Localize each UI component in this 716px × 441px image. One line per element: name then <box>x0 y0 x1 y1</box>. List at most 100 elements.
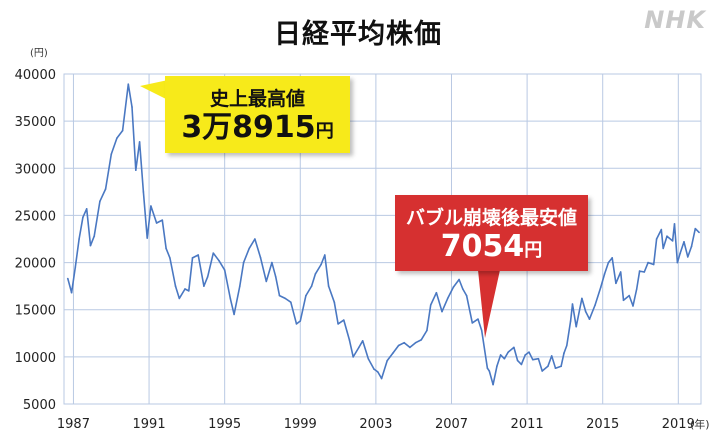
data-point <box>486 367 489 369</box>
data-point <box>698 231 700 234</box>
data-point <box>82 216 84 219</box>
data-point <box>429 304 432 306</box>
data-point <box>547 365 549 368</box>
y-tick-label: 5000 <box>23 398 56 413</box>
data-point <box>265 280 268 283</box>
data-point <box>248 247 251 250</box>
x-tick-label: 1987 <box>57 417 90 432</box>
data-point <box>446 297 449 300</box>
data-point <box>426 329 428 332</box>
data-point <box>603 273 606 275</box>
x-tick-label: 2007 <box>435 417 468 432</box>
data-point <box>78 238 80 240</box>
data-point <box>560 365 562 368</box>
data-point <box>507 351 509 353</box>
low-callout-pointer <box>478 270 500 338</box>
series-line <box>66 83 700 386</box>
y-tick-label: 20000 <box>15 257 56 272</box>
x-tick-label: 1995 <box>208 417 241 432</box>
data-point <box>66 277 69 280</box>
data-point <box>655 238 658 240</box>
data-point <box>376 371 379 373</box>
data-point <box>169 257 171 259</box>
data-point <box>310 285 313 287</box>
data-point <box>305 294 307 297</box>
data-point <box>666 235 668 237</box>
data-point <box>499 354 502 356</box>
data-point <box>184 288 186 290</box>
data-point <box>622 299 625 302</box>
peak-unit: 円 <box>315 121 334 142</box>
data-point <box>337 323 339 325</box>
data-point <box>480 329 483 332</box>
data-point <box>386 359 389 362</box>
x-tick-label: 2003 <box>359 417 392 432</box>
low-value: 7054円 <box>395 230 588 268</box>
data-point <box>513 346 515 349</box>
data-point <box>607 261 610 264</box>
data-point <box>358 346 360 349</box>
data-point <box>550 355 553 357</box>
data-point <box>85 208 88 210</box>
data-point <box>647 261 649 264</box>
data-point <box>581 297 583 300</box>
data-point <box>690 245 693 248</box>
data-point <box>324 254 326 256</box>
data-point <box>320 263 322 266</box>
peak-number: 3万8915 <box>181 110 316 145</box>
tick-labels: 5000 10000 15000 20000 25000 30000 35000 40000 1… <box>15 68 695 432</box>
low-callout: バブル崩壊後最安値 7054円 <box>395 195 588 271</box>
data-point <box>89 244 92 247</box>
data-point <box>694 227 697 230</box>
data-point <box>135 169 137 171</box>
data-point <box>643 271 646 273</box>
x-tick-label: 2015 <box>586 417 619 432</box>
x-unit-label: (年) <box>690 417 710 431</box>
data-point <box>471 322 474 324</box>
data-point <box>638 270 641 272</box>
data-point <box>274 275 277 278</box>
data-point <box>465 294 468 297</box>
data-point <box>203 285 205 287</box>
data-point <box>380 377 383 380</box>
data-point <box>458 278 460 281</box>
data-point <box>218 259 220 262</box>
data-point <box>660 228 663 231</box>
data-point <box>488 370 491 372</box>
y-tick-label: 15000 <box>15 304 56 319</box>
peak-callout-pointer <box>140 80 168 100</box>
data-point <box>121 129 124 132</box>
x-tick-label: 1999 <box>284 417 317 432</box>
data-point <box>278 294 281 297</box>
data-point <box>242 261 245 264</box>
data-point <box>628 294 630 297</box>
y-tick-label: 35000 <box>15 115 56 130</box>
data-point <box>229 297 232 300</box>
data-point <box>104 188 107 190</box>
peak-label: 史上最高値 <box>209 88 305 110</box>
data-point <box>373 368 375 370</box>
data-point <box>662 247 664 250</box>
data-point <box>206 275 209 278</box>
low-number: 7054 <box>440 229 525 264</box>
y-tick-label: 10000 <box>15 351 56 366</box>
data-point <box>686 256 689 258</box>
data-point <box>569 320 572 322</box>
data-point <box>284 297 286 300</box>
data-point <box>594 304 596 306</box>
data-point <box>403 341 406 344</box>
data-point <box>537 357 540 360</box>
data-point <box>138 141 141 143</box>
data-point <box>462 288 464 290</box>
data-point <box>116 137 118 139</box>
data-point <box>541 370 544 372</box>
data-point <box>187 290 190 292</box>
data-point <box>492 383 494 386</box>
data-point <box>146 237 148 239</box>
data-point <box>477 318 479 320</box>
x-tick-label: 2019 <box>662 417 695 432</box>
data-point <box>367 357 370 360</box>
data-point <box>528 351 530 353</box>
data-point <box>223 269 226 271</box>
